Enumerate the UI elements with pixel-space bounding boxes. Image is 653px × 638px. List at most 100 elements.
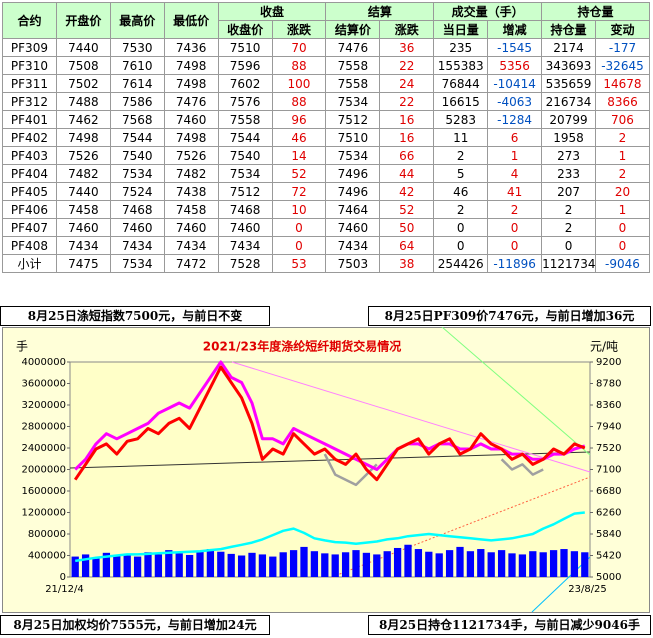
y-tick-label: 1200000 [21, 508, 66, 519]
cell: -1284 [487, 110, 543, 129]
bar [185, 554, 194, 577]
bar [237, 555, 246, 577]
cell: 7468 [217, 200, 273, 219]
bar [466, 551, 475, 577]
cell: PF403 [2, 146, 57, 165]
cell: 0 [271, 218, 327, 237]
bar [165, 550, 173, 577]
cell: 7468 [109, 200, 165, 219]
y2-tick-label: 7100 [596, 465, 621, 476]
bar [445, 550, 454, 577]
cell: 7512 [217, 182, 273, 201]
cell: 44 [379, 164, 435, 183]
y2-tick-label: 9200 [596, 357, 621, 368]
cell: 14678 [594, 74, 651, 93]
cell: 7434 [163, 236, 219, 255]
cell: 22 [379, 56, 435, 75]
y-tick-label: 2800000 [21, 422, 66, 433]
cell: 7510 [217, 38, 273, 57]
bar [497, 550, 506, 577]
y-tick-label: 2000000 [21, 465, 66, 476]
cell: 成交量（手） [433, 2, 543, 21]
cell: PF310 [2, 56, 57, 75]
cell: 100 [271, 74, 327, 93]
bar [518, 554, 527, 577]
cell: 8366 [594, 92, 651, 111]
cell: 7460 [325, 218, 381, 237]
y2-label: 元/吨 [590, 340, 618, 354]
cell: PF401 [2, 110, 57, 129]
row: 收盘价 涨跌 结算价 涨跌 当日量 增减 持仓量 变动 [3, 20, 651, 39]
cell: 最低价 [163, 2, 219, 39]
row: PF407 7460 7460 7460 7460 0 7460 50 0 0 2 0 [2, 218, 651, 237]
cell: 最高价 [109, 2, 165, 39]
cell: 50 [379, 218, 435, 237]
cell: 7460 [55, 218, 111, 237]
cell: 7434 [325, 236, 381, 255]
cell: 7434 [217, 236, 273, 255]
cell: 结算 [325, 2, 435, 21]
cell: PF406 [2, 200, 57, 219]
cell: 7458 [163, 200, 219, 219]
cell: 7524 [109, 182, 165, 201]
quote-table: 合约 开盘价 最高价 最低价 收盘 结算 成交量（手） 持仓量 收盘价 涨跌 结算价 涨跌 当日量 增减持… [2, 2, 651, 273]
cell: 4 [487, 164, 543, 183]
bar [425, 551, 433, 577]
y2-tick-label: 8360 [596, 400, 621, 411]
y-label: 手 [16, 340, 28, 354]
cell: 11 [433, 128, 489, 147]
y-tick-label: 3200000 [21, 400, 66, 411]
chart-title: 2021/23年度涤纶短纤期货交易情况 [203, 339, 401, 354]
cell: 合约 [2, 2, 57, 39]
cell: 小计 [2, 254, 57, 273]
banner: 8月25日加权均价7555元，与前日增加24元 [0, 615, 270, 635]
cell: 2 [541, 218, 596, 237]
cell: 7530 [109, 38, 165, 57]
bar [570, 551, 579, 577]
cell: 7558 [217, 110, 273, 129]
cell: -9046 [594, 254, 651, 273]
cell: 2 [433, 200, 489, 219]
bar [102, 552, 111, 577]
cell: 155383 [433, 56, 489, 75]
cell: 46 [271, 128, 327, 147]
row: 合约 开盘价 最高价 最低价 收盘 结算 成交量（手） 持仓量 [2, 2, 650, 39]
y-tick-label: 1600000 [21, 486, 66, 497]
bar [508, 553, 516, 577]
cell: 7534 [325, 146, 381, 165]
y2-tick-label: 5420 [596, 551, 621, 562]
cell: 7482 [55, 164, 111, 183]
cell: 7526 [55, 146, 111, 165]
cell: 收盘价 [217, 20, 273, 39]
cell: 88 [271, 92, 327, 111]
row: PF312 7488 7586 7476 7576 88 7534 22 16615 -4063 2… [2, 92, 651, 111]
line [75, 511, 585, 563]
cell: 7476 [325, 38, 381, 57]
y2-tick-label: 6260 [596, 508, 621, 519]
y-tick-label: 2400000 [21, 443, 66, 454]
bar [92, 557, 100, 577]
bar [227, 553, 235, 577]
y-tick-label: 400000 [28, 551, 66, 562]
cell: 7436 [163, 38, 219, 57]
cell: 343693 [541, 56, 596, 75]
cell: 235 [433, 38, 489, 57]
row: PF408 7434 7434 7434 7434 0 7434 64 0 0 0 0 [2, 236, 651, 255]
cell: 7586 [109, 92, 165, 111]
y2-tick-label: 7940 [596, 422, 621, 433]
cell: -10414 [487, 74, 543, 93]
cell: 7544 [109, 128, 165, 147]
bar [549, 550, 558, 577]
cell: 66 [379, 146, 435, 165]
cell: 7558 [325, 56, 381, 75]
cell: 2 [487, 200, 543, 219]
bar [362, 552, 371, 577]
cell: 7460 [217, 218, 273, 237]
cell: 增减 [487, 20, 543, 39]
bar [477, 549, 485, 577]
cell: 273 [541, 146, 596, 165]
line [73, 365, 586, 482]
cell: 当日量 [433, 20, 489, 39]
cell: 2 [594, 128, 651, 147]
cell: 7540 [217, 146, 273, 165]
